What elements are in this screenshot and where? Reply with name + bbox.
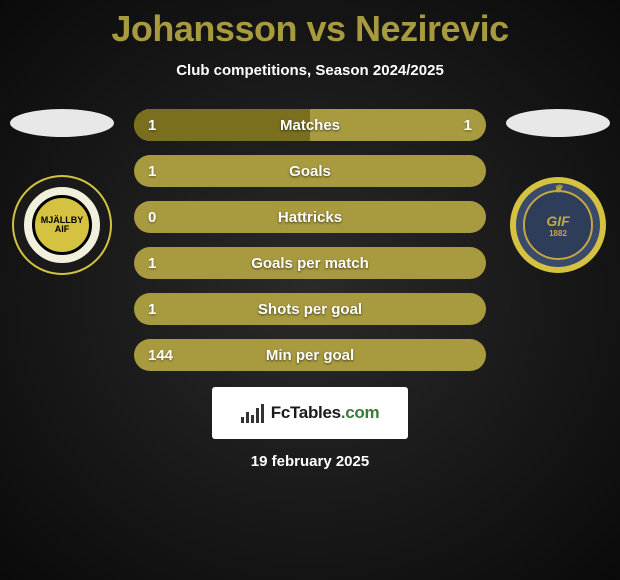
stat-label: Matches	[208, 117, 412, 134]
stat-row: 0Hattricks	[134, 201, 486, 233]
logo-right-text: GIF	[546, 213, 569, 229]
stat-value-left: 144	[148, 347, 208, 364]
chart-icon	[241, 403, 265, 423]
date-label: 19 february 2025	[0, 453, 620, 470]
stat-value-left: 1	[148, 255, 208, 272]
stat-value-left: 1	[148, 163, 208, 180]
stat-row: 144Min per goal	[134, 339, 486, 371]
stat-row: 1Goals	[134, 155, 486, 187]
main-row: MJÄLLBY AIF 1Matches11Goals0Hattricks1Go…	[0, 109, 620, 371]
club-logo-right: ♛ GIF 1882	[510, 177, 606, 273]
brand-badge[interactable]: FcTables.com	[212, 387, 408, 439]
club-logo-left-inner: MJÄLLBY AIF	[32, 195, 92, 255]
stat-label: Min per goal	[208, 347, 412, 364]
club-logo-left: MJÄLLBY AIF	[14, 177, 110, 273]
club-logo-right-inner: ♛ GIF 1882	[523, 190, 593, 260]
brand-text: FcTables.com	[271, 403, 380, 423]
stat-row: 1Shots per goal	[134, 293, 486, 325]
player-silhouette-left	[10, 109, 114, 137]
stat-label: Goals	[208, 163, 412, 180]
stat-row: 1Goals per match	[134, 247, 486, 279]
logo-right-year: 1882	[549, 229, 567, 238]
brand-suffix: .com	[341, 403, 379, 422]
comparison-card: Johansson vs Nezirevic Club competitions…	[0, 0, 620, 580]
subtitle: Club competitions, Season 2024/2025	[0, 62, 620, 79]
stat-value-right: 1	[412, 117, 472, 134]
right-column: ♛ GIF 1882	[504, 109, 612, 273]
stat-row: 1Matches1	[134, 109, 486, 141]
stat-label: Hattricks	[208, 209, 412, 226]
player-silhouette-right	[506, 109, 610, 137]
left-column: MJÄLLBY AIF	[8, 109, 116, 273]
stat-label: Goals per match	[208, 255, 412, 272]
stat-label: Shots per goal	[208, 301, 412, 318]
brand-name: FcTables	[271, 403, 341, 422]
logo-left-text-bottom: AIF	[41, 225, 84, 234]
crown-icon: ♛	[554, 184, 563, 195]
stat-value-left: 1	[148, 301, 208, 318]
page-title: Johansson vs Nezirevic	[0, 0, 620, 50]
stats-column: 1Matches11Goals0Hattricks1Goals per matc…	[134, 109, 486, 371]
stat-value-left: 0	[148, 209, 208, 226]
stat-value-left: 1	[148, 117, 208, 134]
